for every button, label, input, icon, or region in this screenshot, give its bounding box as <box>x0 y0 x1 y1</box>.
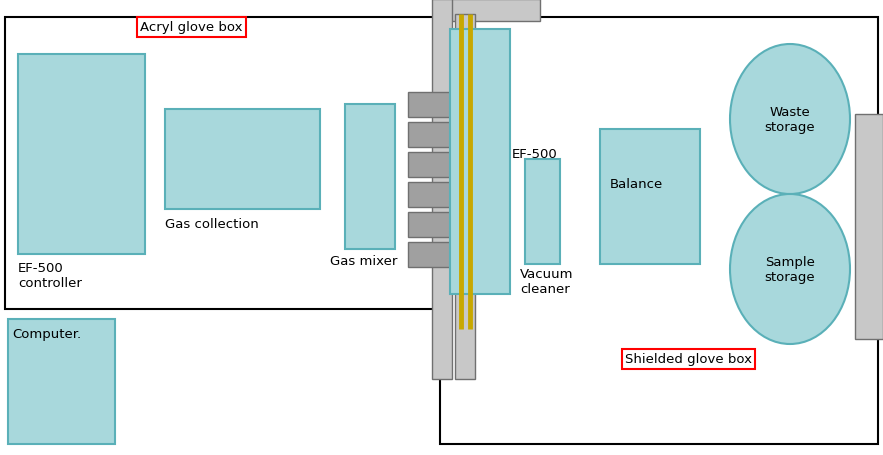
Bar <box>855 115 883 339</box>
Bar <box>455 15 475 379</box>
Bar <box>408 243 480 268</box>
Bar <box>408 212 480 238</box>
Text: Computer.: Computer. <box>12 327 81 340</box>
Bar <box>600 130 700 264</box>
Bar <box>450 0 540 22</box>
Bar <box>440 18 878 444</box>
Bar <box>408 153 480 177</box>
Bar <box>8 319 115 444</box>
Bar <box>408 93 480 118</box>
Ellipse shape <box>730 45 850 195</box>
Bar <box>525 160 560 264</box>
Ellipse shape <box>730 195 850 344</box>
Text: EF-500: EF-500 <box>512 148 558 161</box>
Bar <box>408 123 480 148</box>
Text: Vacuum
cleaner: Vacuum cleaner <box>520 268 573 295</box>
Bar <box>18 55 145 254</box>
Bar <box>5 18 440 309</box>
Bar <box>408 182 480 207</box>
Bar <box>450 30 510 294</box>
Text: Acryl glove box: Acryl glove box <box>140 21 243 35</box>
Text: Shielded glove box: Shielded glove box <box>625 353 752 366</box>
Bar <box>345 105 395 249</box>
Text: Waste
storage: Waste storage <box>765 106 815 134</box>
Bar <box>165 110 320 210</box>
Text: EF-500
controller: EF-500 controller <box>18 262 82 289</box>
Text: Sample
storage: Sample storage <box>765 255 815 283</box>
Bar <box>432 0 452 379</box>
Text: Gas mixer: Gas mixer <box>330 254 397 268</box>
Text: Gas collection: Gas collection <box>165 217 259 231</box>
Text: Balance: Balance <box>610 178 663 191</box>
